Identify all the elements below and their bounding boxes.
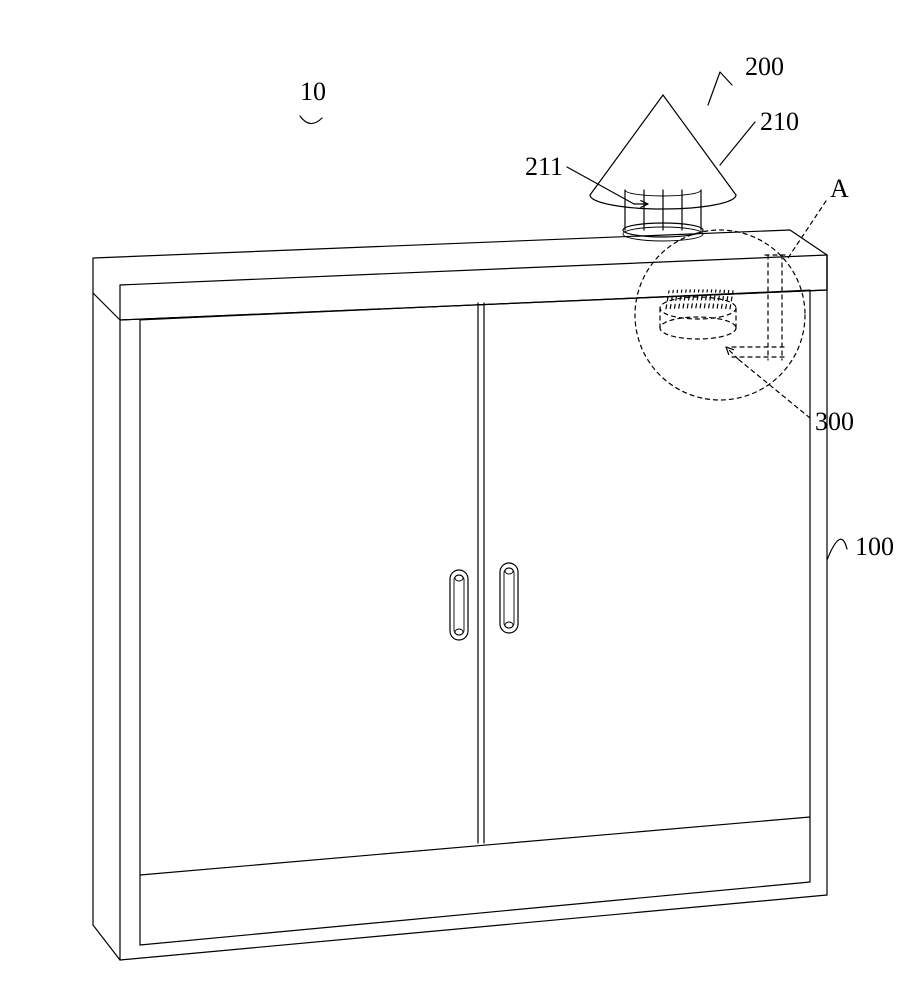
label-10: 10 [300, 77, 326, 106]
label-A: A [830, 174, 849, 203]
patent-figure: 10 100 200 210 211 300 A [0, 0, 907, 1000]
labels: 10 100 200 210 211 300 A [300, 52, 894, 561]
label-200: 200 [745, 52, 784, 81]
door-handle-left [450, 570, 468, 640]
detail-circle [635, 230, 805, 400]
inner-detail [660, 255, 788, 360]
door-handle-right [500, 563, 518, 633]
leader-lines [300, 72, 847, 560]
vent-cap [590, 95, 736, 241]
label-300: 300 [815, 407, 854, 436]
label-100: 100 [855, 532, 894, 561]
label-210: 210 [760, 107, 799, 136]
cabinet [93, 230, 827, 960]
label-211: 211 [525, 152, 563, 181]
